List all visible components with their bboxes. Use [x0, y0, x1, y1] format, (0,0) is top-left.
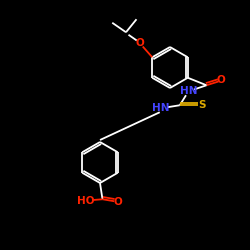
Text: HN: HN: [152, 103, 170, 113]
Text: O: O: [217, 75, 226, 85]
Text: HN: HN: [180, 86, 197, 96]
Text: S: S: [198, 100, 206, 110]
Text: HO: HO: [78, 196, 95, 205]
Text: O: O: [114, 197, 122, 207]
Text: O: O: [135, 38, 144, 48]
